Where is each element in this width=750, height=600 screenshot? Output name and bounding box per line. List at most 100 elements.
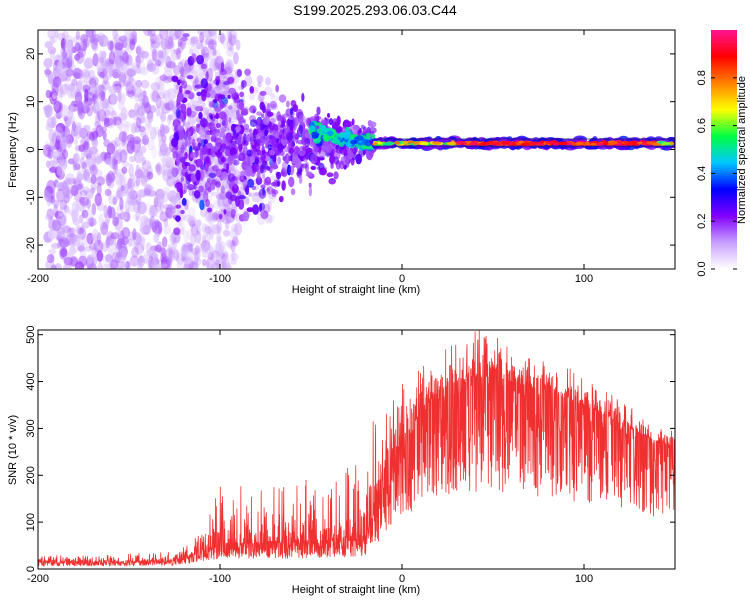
spectral-blob (132, 109, 139, 117)
spectral-blob (149, 33, 158, 45)
spectral-blob (149, 104, 157, 114)
spectral-blob (244, 68, 251, 76)
spectral-blob (158, 50, 164, 59)
spectral-blob (237, 154, 244, 160)
spectral-blob (127, 68, 137, 76)
spectral-blob (60, 47, 65, 58)
spectral-blob (86, 149, 93, 157)
spectral-blob (59, 143, 67, 156)
spectral-blob (162, 89, 171, 100)
spectral-blob (230, 223, 238, 233)
spectral-blob (51, 150, 62, 159)
spectral-blob (373, 141, 378, 145)
spectral-blob (155, 95, 162, 109)
spectral-blob (182, 33, 190, 38)
spectral-blob (548, 140, 555, 144)
spectral-blob (62, 263, 72, 269)
spectral-blob (52, 219, 62, 232)
spectral-blob (323, 145, 329, 155)
spectral-blob (173, 64, 181, 76)
spectral-blob (161, 48, 167, 60)
spectral-blob (58, 181, 69, 190)
spectral-blob (95, 111, 101, 126)
spectral-blob (188, 128, 196, 133)
spectral-blob (137, 254, 145, 268)
spectral-blob (135, 54, 141, 69)
spectral-blob (47, 210, 52, 219)
spectral-blob (64, 205, 70, 214)
spectral-blob (136, 167, 147, 179)
spectral-blob (82, 141, 90, 151)
spectral-blob (314, 147, 320, 152)
spectral-blob (182, 244, 189, 253)
spectral-blob (175, 215, 181, 222)
spectral-blob (602, 141, 609, 146)
spectral-blob (318, 152, 326, 158)
spectral-blob (266, 165, 271, 171)
spectral-blob (112, 216, 119, 227)
spectral-blob (107, 189, 112, 201)
spectral-blob (188, 243, 194, 253)
spectral-blob (661, 141, 671, 146)
snr-x-ticks: -200 -100 0 100 (27, 330, 593, 585)
snr-y-tick-label: 300 (25, 419, 37, 437)
spectral-blob (74, 91, 83, 104)
spectral-blob (44, 68, 52, 76)
spectral-blob (81, 209, 89, 219)
spectral-blob (402, 140, 409, 144)
spectral-blob (151, 145, 158, 160)
spectral-blob (371, 133, 376, 139)
spectral-blob (327, 113, 331, 118)
spectral-blob (297, 140, 305, 145)
spectral-blob (160, 263, 166, 269)
spectral-blob (139, 66, 149, 76)
spectral-blob (240, 171, 246, 178)
spectral-blob (79, 157, 85, 165)
spectral-blob (189, 48, 194, 55)
spectral-blob (64, 35, 75, 46)
spectral-blob (159, 149, 169, 163)
spectral-blob (565, 142, 572, 146)
spectral-blob (203, 30, 213, 39)
spectral-blob (102, 73, 109, 85)
spectral-blob (355, 135, 364, 141)
spectral-blob (237, 116, 244, 124)
spectral-blob (128, 240, 137, 247)
spectral-blob (53, 200, 60, 209)
spectral-blob (250, 140, 255, 146)
spectral-blob (221, 260, 227, 269)
spectral-blob (205, 198, 210, 208)
spectral-blob (271, 189, 279, 195)
spectral-blob (105, 253, 113, 263)
spectral-blob (335, 144, 339, 150)
spectral-blob (51, 82, 59, 96)
spectral-blob (222, 36, 228, 49)
spectral-blob (134, 243, 145, 255)
spectral-blob (213, 199, 220, 210)
spectral-blob (166, 30, 173, 39)
spectral-blob (290, 142, 295, 147)
spectral-blob (169, 232, 177, 245)
spectral-blob (260, 184, 266, 189)
spectral-blob (232, 159, 240, 166)
spectral-blob (183, 241, 192, 251)
spectral-blob (103, 204, 108, 219)
spectral-blob (249, 86, 255, 94)
spectral-blob (212, 212, 219, 221)
colorbar-tick-label: 0.6 (696, 118, 708, 133)
spectral-blob (193, 246, 202, 260)
spectral-blob (74, 53, 81, 61)
spectral-blob (91, 41, 99, 52)
spectral-blob (257, 198, 264, 204)
spectral-blob (155, 190, 164, 203)
spectral-blob (201, 48, 206, 58)
spectral-blob (277, 156, 281, 165)
spectral-blob (135, 176, 141, 187)
spectral-blob (153, 126, 160, 136)
spectral-blob (210, 120, 216, 131)
spectral-blob (157, 33, 164, 45)
spectral-blob (184, 162, 191, 167)
spectrogram-x-tick-label: 100 (575, 273, 593, 285)
spectral-blob (209, 246, 214, 255)
